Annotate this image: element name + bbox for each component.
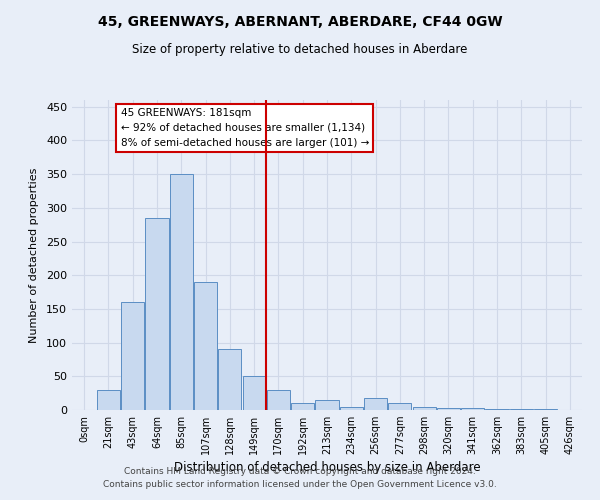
Bar — [145, 218, 169, 410]
Bar — [316, 400, 338, 410]
Bar — [364, 398, 387, 410]
Bar — [461, 408, 484, 410]
Text: Contains public sector information licensed under the Open Government Licence v3: Contains public sector information licen… — [103, 480, 497, 489]
Bar — [267, 390, 290, 410]
Text: 45 GREENWAYS: 181sqm
← 92% of detached houses are smaller (1,134)
8% of semi-det: 45 GREENWAYS: 181sqm ← 92% of detached h… — [121, 108, 369, 148]
Bar — [413, 406, 436, 410]
Text: Size of property relative to detached houses in Aberdare: Size of property relative to detached ho… — [133, 42, 467, 56]
Text: 45, GREENWAYS, ABERNANT, ABERDARE, CF44 0GW: 45, GREENWAYS, ABERNANT, ABERDARE, CF44 … — [98, 15, 502, 29]
Bar — [340, 406, 363, 410]
Bar — [218, 350, 241, 410]
Bar — [242, 376, 266, 410]
Bar — [170, 174, 193, 410]
X-axis label: Distribution of detached houses by size in Aberdare: Distribution of detached houses by size … — [173, 462, 481, 474]
Bar — [121, 302, 144, 410]
Y-axis label: Number of detached properties: Number of detached properties — [29, 168, 39, 342]
Bar — [291, 404, 314, 410]
Text: Contains HM Land Registry data © Crown copyright and database right 2024.: Contains HM Land Registry data © Crown c… — [124, 467, 476, 476]
Bar — [485, 408, 509, 410]
Bar — [388, 404, 412, 410]
Bar — [194, 282, 217, 410]
Bar — [97, 390, 120, 410]
Bar — [437, 408, 460, 410]
